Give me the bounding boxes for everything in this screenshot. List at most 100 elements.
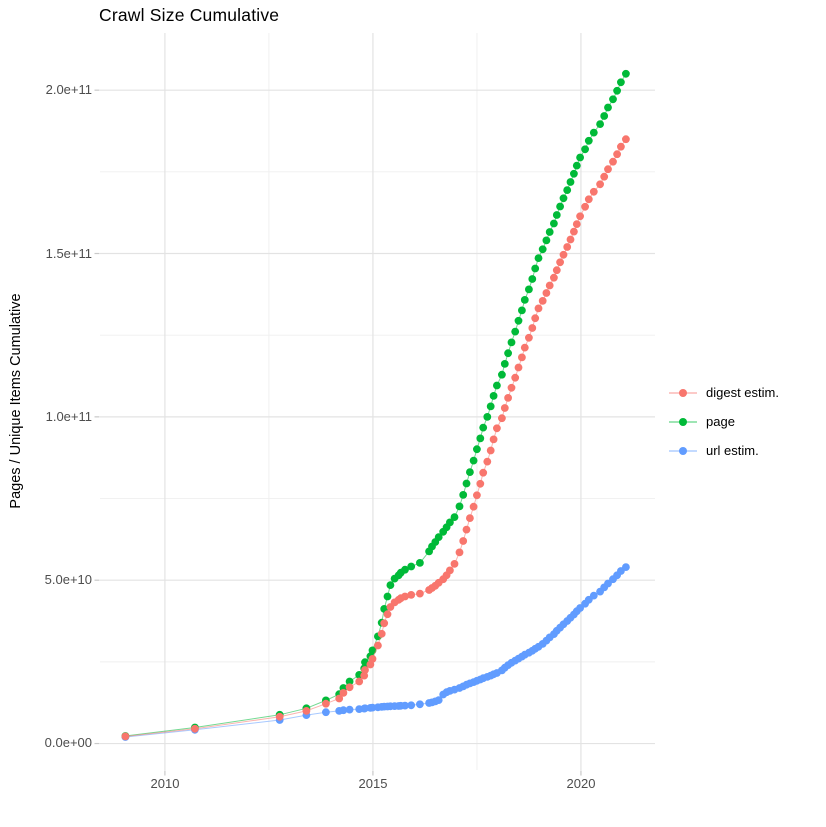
data-point-page [493, 381, 501, 390]
data-point-page [542, 236, 551, 245]
data-point-digest-estim [191, 724, 199, 733]
data-point-digest-estim [559, 250, 568, 259]
data-point-page [455, 502, 464, 511]
data-point-page [469, 456, 478, 465]
data-point-page [450, 513, 459, 521]
data-point-page [416, 559, 424, 567]
data-point-page [518, 306, 526, 315]
data-point-digest-estim [613, 150, 621, 159]
y-tick-label-3: 1.5e+11 [45, 246, 92, 261]
data-point-page [486, 402, 495, 411]
data-point-digest-estim [446, 566, 454, 575]
data-point-page [581, 145, 589, 154]
data-point-page [570, 169, 578, 178]
data-point-digest-estim [556, 258, 564, 267]
data-point-digest-estim [500, 404, 509, 412]
data-point-digest-estim [361, 666, 369, 674]
data-point-page [401, 565, 409, 574]
data-point-digest-estim [377, 629, 386, 638]
y-axis-label: Pages / Unique Items Cumulative [8, 293, 24, 509]
data-point-page [552, 211, 561, 219]
data-point-page [476, 434, 485, 443]
data-point-digest-estim [479, 468, 488, 477]
data-point-page [504, 349, 512, 358]
data-point-page [613, 86, 621, 95]
data-point-page [556, 202, 564, 211]
data-point-page [368, 646, 377, 655]
data-point-page [566, 178, 575, 186]
y-tick-label-4: 2.0e+11 [45, 82, 92, 97]
series-page [121, 69, 630, 740]
data-point-page [479, 423, 488, 432]
data-point-digest-estim [302, 707, 311, 715]
data-point-digest-estim [476, 479, 485, 488]
data-point-digest-estim [455, 548, 464, 557]
data-point-digest-estim [383, 610, 392, 619]
data-point-digest-estim [566, 235, 575, 244]
data-point-page [589, 128, 598, 137]
data-point-digest-estim [368, 655, 377, 663]
x-tick-label-2020: 2020 [566, 776, 596, 791]
data-point-page [489, 392, 498, 400]
y-tick-label-0: 0.0e+00 [44, 735, 92, 750]
data-point-page [459, 491, 468, 499]
data-point-url-estim [622, 563, 630, 571]
data-point-url-estim [345, 705, 354, 714]
data-point-digest-estim [507, 383, 516, 392]
data-point-digest-estim [525, 333, 533, 342]
data-point-page [622, 69, 630, 78]
data-point-digest-estim [322, 699, 330, 708]
data-point-page [466, 468, 474, 476]
data-point-digest-estim [504, 394, 512, 402]
legend-key-url-estim-icon [669, 446, 697, 455]
data-point-digest-estim [528, 324, 537, 332]
data-point-digest-estim [589, 187, 598, 196]
data-point-digest-estim [563, 243, 572, 251]
series-url-estim [121, 563, 630, 741]
legend-key-digest-estim-icon [669, 388, 697, 397]
data-point-digest-estim [416, 589, 424, 598]
data-point-page [563, 186, 572, 195]
data-point-page [473, 445, 481, 454]
data-point-digest-estim [466, 514, 474, 522]
data-point-digest-estim [584, 195, 593, 204]
legend: digest estim. page url estim. [668, 378, 779, 465]
data-point-url-estim [589, 591, 598, 600]
data-point-digest-estim [538, 297, 547, 305]
data-point-page [525, 285, 533, 294]
data-point-digest-estim [380, 619, 389, 628]
legend-item-page: page [668, 407, 779, 436]
data-point-page [617, 78, 625, 87]
data-point-page [446, 518, 454, 527]
data-point-url-estim [401, 701, 409, 710]
data-point-page [609, 95, 617, 104]
data-point-digest-estim [609, 157, 617, 166]
data-point-page [538, 245, 547, 254]
data-point-page [600, 112, 609, 120]
data-point-digest-estim [493, 424, 501, 433]
chart-title: Crawl Size Cumulative [99, 5, 280, 25]
legend-label-url-estim: url estim. [706, 443, 759, 458]
data-point-url-estim [322, 708, 330, 717]
data-point-digest-estim [450, 560, 459, 568]
data-point-page [604, 103, 612, 112]
data-point-page [531, 264, 540, 273]
data-point-digest-estim [531, 314, 540, 323]
legend-item-digest-estim: digest estim. [668, 378, 779, 407]
data-point-page [507, 338, 516, 347]
data-point-digest-estim [534, 304, 543, 313]
legend-label-page: page [706, 414, 735, 429]
data-point-digest-estim [498, 414, 506, 423]
data-point-digest-estim [407, 591, 416, 599]
data-point-digest-estim [355, 677, 364, 686]
data-point-digest-estim [520, 343, 529, 352]
data-point-digest-estim [570, 227, 578, 236]
data-point-page [528, 275, 537, 283]
data-point-page [576, 153, 584, 162]
grid-minor [100, 33, 655, 770]
data-point-digest-estim [581, 202, 589, 211]
data-point-digest-estim [514, 363, 523, 372]
data-point-page [500, 360, 509, 368]
data-point-url-estim [407, 701, 416, 710]
